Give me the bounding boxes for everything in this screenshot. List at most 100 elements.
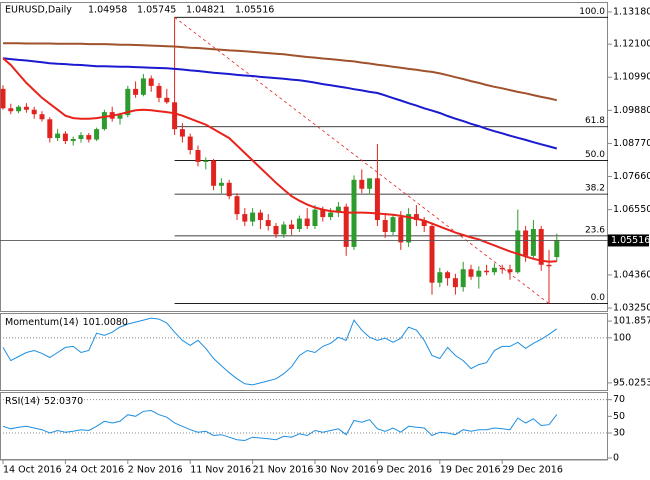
x-tick-label: 24 Oct 2016 xyxy=(65,465,124,476)
candle-body xyxy=(367,178,373,189)
header-low: 1.04821 xyxy=(186,5,225,16)
candle-body xyxy=(320,209,326,218)
candle-body xyxy=(491,267,497,273)
candle-body xyxy=(382,220,388,232)
trendline xyxy=(174,16,550,304)
candle-body xyxy=(23,106,29,110)
candle-body xyxy=(289,224,295,230)
y-tick-label: 0 xyxy=(613,453,619,464)
candle-body xyxy=(296,218,302,230)
y-tick-label: 1.12100 xyxy=(613,39,650,50)
candle-body xyxy=(242,214,248,222)
candle-body xyxy=(421,220,427,227)
candle-body xyxy=(164,97,170,103)
candle-body xyxy=(265,220,271,227)
candle-body xyxy=(538,229,544,265)
candle-body xyxy=(203,160,209,162)
candle-body xyxy=(78,135,84,139)
rsi-frame xyxy=(0,392,608,460)
candle-body xyxy=(281,224,287,235)
candle-body xyxy=(172,102,178,130)
candle-body xyxy=(343,206,349,247)
candle-body xyxy=(429,226,435,283)
y-tick-label: 95.0253 xyxy=(613,377,650,388)
candle-body xyxy=(257,212,263,221)
panel-title: Momentum(14) 101.0080 xyxy=(5,317,128,328)
header-open: 1.04958 xyxy=(88,5,127,16)
y-tick-label: 70 xyxy=(613,394,625,405)
fib-label: 50.0 xyxy=(585,150,605,160)
candle-body xyxy=(70,138,76,142)
price-box xyxy=(608,234,649,247)
candle-body xyxy=(554,240,560,258)
candle-body xyxy=(507,269,513,273)
candle-body xyxy=(226,182,232,197)
header-high: 1.05745 xyxy=(137,5,176,16)
candle-body xyxy=(250,212,256,222)
candle-body xyxy=(218,182,224,186)
fib-label: 100.0 xyxy=(579,7,605,17)
candle-body xyxy=(484,270,490,273)
candle-body xyxy=(125,88,131,116)
candle-body xyxy=(16,106,22,112)
header-close: 1.05516 xyxy=(235,5,274,16)
x-tick-label: 2 Nov 2016 xyxy=(128,465,183,476)
panel-title: RSI(14) 52.0370 xyxy=(5,396,83,407)
candle-body xyxy=(187,136,193,150)
y-tick-label: 1.06550 xyxy=(613,204,650,215)
candle-body xyxy=(468,269,474,277)
x-tick-label: 9 Dec 2016 xyxy=(377,465,432,476)
y-tick-label: 101.857 xyxy=(613,316,650,327)
panel-name: RSI(14) xyxy=(5,396,40,407)
candle-body xyxy=(133,88,139,95)
indicator-line xyxy=(2,409,558,442)
fib-label: 38.2 xyxy=(585,184,605,194)
candle-body xyxy=(390,217,396,232)
y-tick-label: 100 xyxy=(613,332,631,343)
candle-body xyxy=(31,109,37,115)
candle-body xyxy=(304,218,310,227)
candle-body xyxy=(499,267,505,270)
y-tick-label: 1.04360 xyxy=(613,269,650,280)
candle-body xyxy=(0,88,6,109)
candle-body xyxy=(335,206,341,213)
y-tick-label: 1.08770 xyxy=(613,138,650,149)
candle-body xyxy=(398,217,404,243)
candle-body xyxy=(55,133,61,139)
candle-body xyxy=(47,119,53,139)
candle-body xyxy=(101,112,107,130)
x-tick-label: 14 Oct 2016 xyxy=(3,465,62,476)
y-tick-label: 1.03250 xyxy=(613,303,650,314)
y-tick-label: 1.10990 xyxy=(613,72,650,83)
candle-body xyxy=(460,269,466,288)
candle-body xyxy=(312,209,318,227)
y-tick-label: 50 xyxy=(613,411,625,422)
candle-body xyxy=(273,226,279,235)
candle-body xyxy=(374,178,380,221)
candle-body xyxy=(62,133,68,142)
candle-body xyxy=(523,230,529,256)
fib-label: 61.8 xyxy=(585,116,605,126)
panel-value: 52.0370 xyxy=(44,396,83,407)
candle-body xyxy=(445,272,451,279)
plot-layer: 1.13180 1.12100 1.10990 1.09880 1.08770 1.076… xyxy=(0,6,650,476)
candle-body xyxy=(452,278,458,288)
y-tick-label: 30 xyxy=(613,428,625,439)
candle-body xyxy=(546,264,552,267)
candle-body xyxy=(179,129,185,137)
x-tick-label: 21 Nov 2016 xyxy=(253,465,314,476)
candle-body xyxy=(476,270,482,277)
moving-average xyxy=(2,57,557,263)
panel-name: Momentum(14) xyxy=(5,317,79,328)
candle-body xyxy=(515,230,521,273)
y-tick-label: 1.07660 xyxy=(613,171,650,182)
candle-body xyxy=(117,115,123,119)
candle-body xyxy=(148,78,154,86)
panel-value: 101.0080 xyxy=(83,317,128,328)
y-tick-label: 1.09880 xyxy=(613,105,650,116)
momentum-frame xyxy=(0,313,608,391)
moving-average xyxy=(2,57,558,150)
candle-body xyxy=(406,214,412,243)
moving-average xyxy=(3,42,558,102)
